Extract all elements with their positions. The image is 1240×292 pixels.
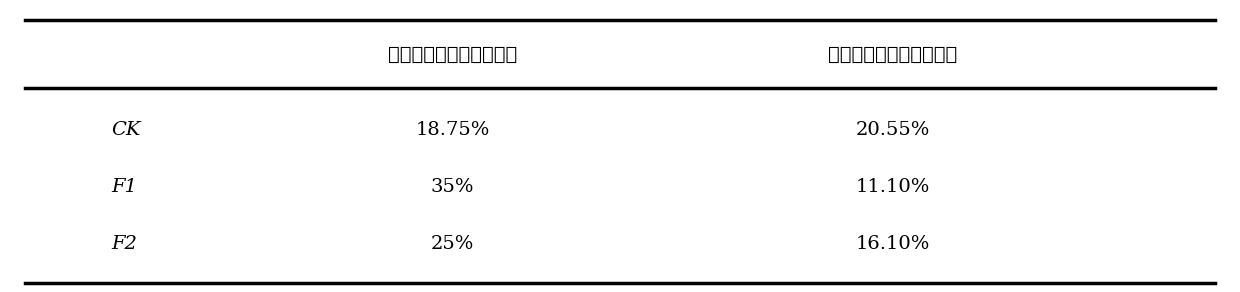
Text: 20.55%: 20.55% (856, 121, 930, 139)
Text: 18.75%: 18.75% (415, 121, 490, 139)
Text: CK: CK (112, 121, 141, 139)
Text: 35%: 35% (430, 178, 475, 196)
Text: 25%: 25% (432, 235, 474, 253)
Text: 11.10%: 11.10% (856, 178, 930, 196)
Text: F1: F1 (112, 178, 138, 196)
Text: 使用复合酸化剂前腹治率: 使用复合酸化剂前腹治率 (388, 44, 517, 64)
Text: 16.10%: 16.10% (856, 235, 930, 253)
Text: F2: F2 (112, 235, 138, 253)
Text: 使用复合酸化剂后腹治率: 使用复合酸化剂后腹治率 (828, 44, 957, 64)
